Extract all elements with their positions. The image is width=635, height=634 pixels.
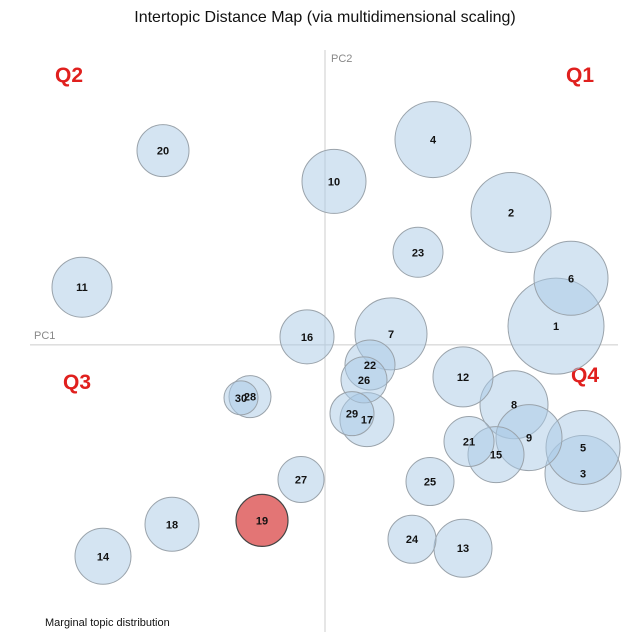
topic-label-26: 26 bbox=[358, 375, 370, 387]
y-axis-label: PC2 bbox=[331, 53, 352, 65]
topic-label-24: 24 bbox=[406, 534, 419, 546]
topic-label-5: 5 bbox=[580, 442, 586, 454]
topic-label-1: 1 bbox=[553, 321, 559, 333]
topic-label-12: 12 bbox=[457, 372, 469, 384]
topic-label-29: 29 bbox=[346, 409, 358, 421]
topic-bubble-14[interactable] bbox=[74, 527, 132, 585]
topic-bubble-18[interactable] bbox=[144, 496, 200, 552]
chart-title: Intertopic Distance Map (via multidimens… bbox=[134, 9, 516, 26]
topic-label-9: 9 bbox=[526, 433, 532, 445]
topic-label-14: 14 bbox=[97, 551, 110, 563]
topic-label-23: 23 bbox=[412, 247, 424, 259]
topic-label-6: 6 bbox=[568, 273, 574, 285]
quadrant-label-q3: Q3 bbox=[63, 371, 91, 394]
topic-label-18: 18 bbox=[166, 519, 178, 531]
topic-bubble-6[interactable] bbox=[533, 240, 609, 316]
topic-label-17: 17 bbox=[361, 415, 373, 427]
x-axis-label: PC1 bbox=[34, 330, 55, 342]
topic-bubble-21[interactable] bbox=[443, 415, 495, 467]
quadrant-label-q2: Q2 bbox=[55, 64, 83, 87]
topic-label-25: 25 bbox=[424, 477, 436, 489]
topic-bubble-25[interactable] bbox=[405, 457, 455, 507]
topic-bubble-19[interactable] bbox=[235, 493, 289, 548]
topic-label-30: 30 bbox=[235, 393, 247, 405]
topic-bubble-2[interactable] bbox=[470, 172, 552, 254]
quadrant-label-q4: Q4 bbox=[571, 364, 599, 387]
topic-bubble-23[interactable] bbox=[392, 226, 444, 278]
quadrant-label-q1: Q1 bbox=[566, 64, 594, 87]
topic-label-20: 20 bbox=[157, 146, 169, 158]
topic-label-22: 22 bbox=[364, 360, 376, 372]
topic-label-10: 10 bbox=[328, 176, 340, 188]
topic-bubble-16[interactable] bbox=[279, 309, 335, 365]
topic-bubble-12[interactable] bbox=[432, 346, 494, 408]
topic-label-27: 27 bbox=[295, 474, 307, 486]
topic-label-3: 3 bbox=[580, 468, 586, 480]
topic-label-7: 7 bbox=[388, 329, 394, 341]
topic-label-19: 19 bbox=[256, 515, 268, 527]
topic-label-15: 15 bbox=[490, 450, 502, 462]
topic-label-8: 8 bbox=[511, 400, 517, 412]
topic-bubble-20[interactable] bbox=[136, 124, 190, 178]
topic-bubble-27[interactable] bbox=[277, 455, 325, 503]
topic-label-4: 4 bbox=[430, 135, 437, 147]
topic-bubble-29[interactable] bbox=[329, 391, 375, 437]
topic-bubble-11[interactable] bbox=[51, 256, 113, 318]
topic-label-2: 2 bbox=[508, 208, 514, 220]
topic-label-13: 13 bbox=[457, 543, 469, 555]
topic-label-16: 16 bbox=[301, 332, 313, 344]
topic-label-28: 28 bbox=[244, 392, 256, 404]
topic-bubble-30[interactable] bbox=[223, 380, 259, 416]
marginal-topic-distribution-label: Marginal topic distribution bbox=[45, 617, 170, 629]
topic-label-21: 21 bbox=[463, 436, 475, 448]
topic-bubble-4[interactable] bbox=[394, 101, 472, 179]
topic-bubble-24[interactable] bbox=[387, 514, 437, 564]
topic-label-11: 11 bbox=[76, 282, 88, 294]
topic-bubble-10[interactable] bbox=[301, 148, 367, 214]
